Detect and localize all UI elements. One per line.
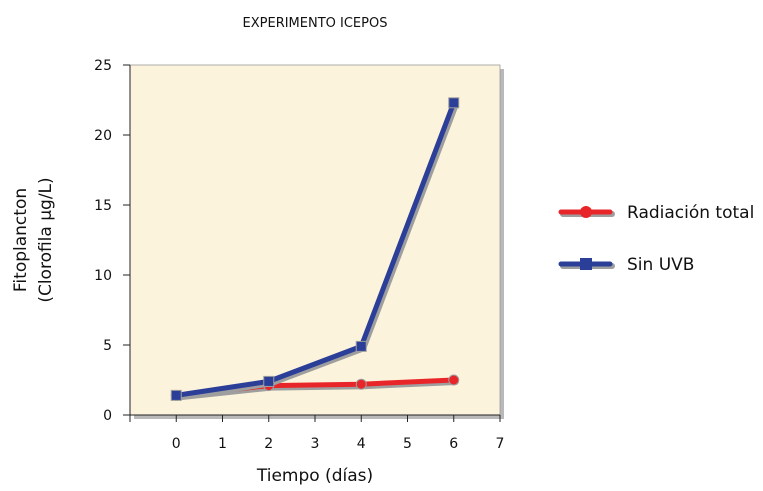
y-axis-title-line-1: Fitoplancton: [11, 188, 31, 292]
x-tick-label: 1: [218, 436, 227, 452]
series-2-line: [173, 100, 457, 398]
y-tick-label: 25: [94, 58, 112, 74]
y-tick-label: 20: [94, 128, 112, 144]
plot-area: [129, 64, 501, 416]
series-1-point: [448, 374, 460, 386]
legend-item-2-label: Sin UVB: [627, 255, 694, 275]
legend-item-1-label: Radiación total: [627, 203, 754, 223]
y-tick-label: 15: [94, 198, 112, 214]
y-tick-label: 5: [103, 338, 112, 354]
x-axis-ticks: 0 1 2 3 4 5 6 7: [129, 415, 505, 452]
x-tick-label: 5: [403, 436, 412, 452]
x-tick-label: 7: [496, 436, 505, 452]
legend-item-1-swatch-marker: [580, 206, 592, 218]
y-tick-label: 0: [103, 408, 112, 424]
y-tick-label: 10: [94, 268, 112, 284]
series-2-point: [355, 340, 367, 352]
series-2-point: [448, 97, 460, 109]
x-tick-label: 4: [357, 436, 366, 452]
x-tick-label: 6: [449, 436, 458, 452]
y-axis-ticks: 0 5 10 15 20 25: [94, 58, 130, 424]
legend: Radiación total Sin UVB: [558, 203, 754, 275]
chart-title: EXPERIMENTO ICEPOS: [243, 16, 388, 31]
x-axis-title: Tiempo (días): [256, 466, 373, 486]
series-1-point: [355, 378, 367, 390]
y-axis-title: Fitoplancton (Clorofila µg/L): [11, 177, 56, 302]
series-layer: [170, 97, 460, 401]
series-2-point: [263, 375, 275, 387]
y-axis-title-line-2: (Clorofila µg/L): [36, 177, 56, 302]
x-tick-label: 0: [172, 436, 181, 452]
legend-item-2-swatch-marker: [580, 258, 592, 270]
x-tick-label: 2: [264, 436, 273, 452]
x-tick-label: 3: [311, 436, 320, 452]
series-2-point: [170, 389, 182, 401]
